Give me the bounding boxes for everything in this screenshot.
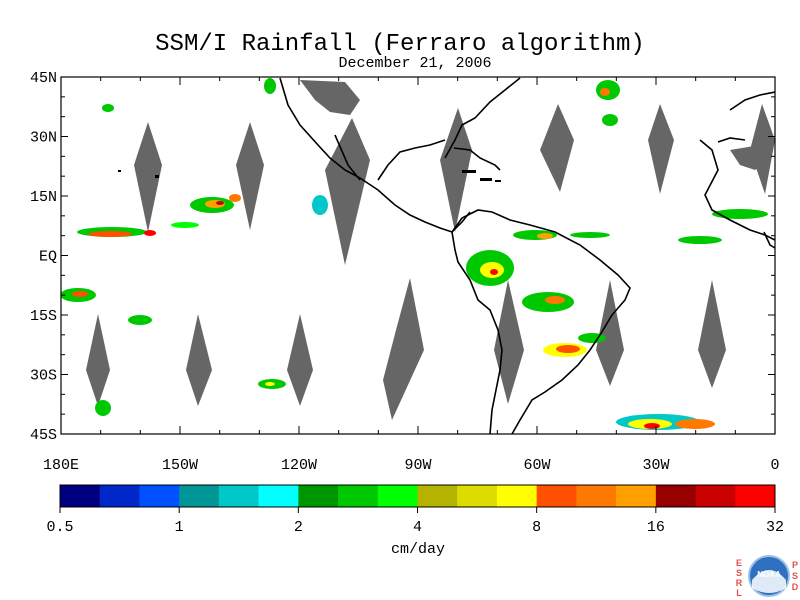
colorbar-tick-label: 1 (175, 519, 184, 536)
coastlines (279, 77, 775, 434)
lon-tick-label: 120W (281, 457, 317, 474)
lat-tick-label: 15N (30, 189, 57, 206)
colorbar-swatch (99, 485, 140, 507)
colorbar-tick-label: 8 (532, 519, 541, 536)
logo-letter: P (792, 560, 798, 570)
colorbar-swatch (338, 485, 379, 507)
islands (118, 170, 501, 182)
lon-tick-label: 150W (162, 457, 198, 474)
colorbar-swatch (60, 485, 101, 507)
map-plot-area (61, 77, 775, 434)
lon-tick-label: 30W (642, 457, 669, 474)
logo-letter: S (792, 571, 798, 581)
lon-tick-label: 60W (523, 457, 550, 474)
colorbar-swatch (417, 485, 458, 507)
noaa-logo-name: NOAA (757, 570, 781, 579)
colorbar-swatch (218, 485, 260, 507)
colorbar-swatch (298, 485, 339, 507)
swath-gaps (86, 104, 775, 420)
colorbar-swatch (139, 485, 180, 507)
lat-tick-label: 45S (30, 427, 57, 444)
colorbar-swatch (735, 485, 776, 507)
logo-letter: R (736, 578, 743, 588)
lat-tick-label: EQ (39, 249, 57, 266)
rain-patches (61, 78, 768, 430)
colorbar-tick-label: 4 (413, 519, 422, 536)
lat-tick-label: 15S (30, 308, 57, 325)
logo-letter: S (736, 568, 742, 578)
logo-letter: D (792, 582, 799, 592)
lat-tick-label: 30N (30, 130, 57, 147)
lat-tick-label: 30S (30, 368, 57, 385)
map-date: December 21, 2006 (338, 55, 492, 72)
colorbar-swatch (616, 485, 657, 507)
lat-tick-label: 45N (30, 70, 57, 87)
lon-tick-label: 90W (404, 457, 431, 474)
lon-tick-label: 0 (770, 457, 779, 474)
colorbar: 0.5 1 2 4 8 16 32 (46, 484, 784, 536)
colorbar-swatch (258, 485, 299, 507)
logo-letter: E (736, 558, 742, 568)
colorbar-swatch (576, 485, 617, 507)
lon-tick-label: 180E (43, 457, 79, 474)
colorbar-swatch (457, 485, 498, 507)
colorbar-swatch (655, 485, 697, 507)
colorbar-swatch (536, 485, 577, 507)
colorbar-tick-label: 2 (294, 519, 303, 536)
map-axes: 45N 30N 15N EQ 15S 30S 45S 180E 150W 120W 90W 60W 30… (30, 70, 780, 474)
colorbar-swatch (695, 485, 736, 507)
colorbar-swatch (377, 485, 418, 507)
logo-letter: L (736, 588, 742, 598)
colorbar-swatch (496, 485, 538, 507)
colorbar-tick-label: 0.5 (46, 519, 73, 536)
colorbar-swatch (179, 485, 220, 507)
map-title: SSM/I Rainfall (Ferraro algorithm) (155, 31, 645, 58)
colorbar-unit: cm/day (391, 541, 445, 558)
colorbar-tick-label: 16 (647, 519, 665, 536)
colorbar-tick-label: 32 (766, 519, 784, 536)
